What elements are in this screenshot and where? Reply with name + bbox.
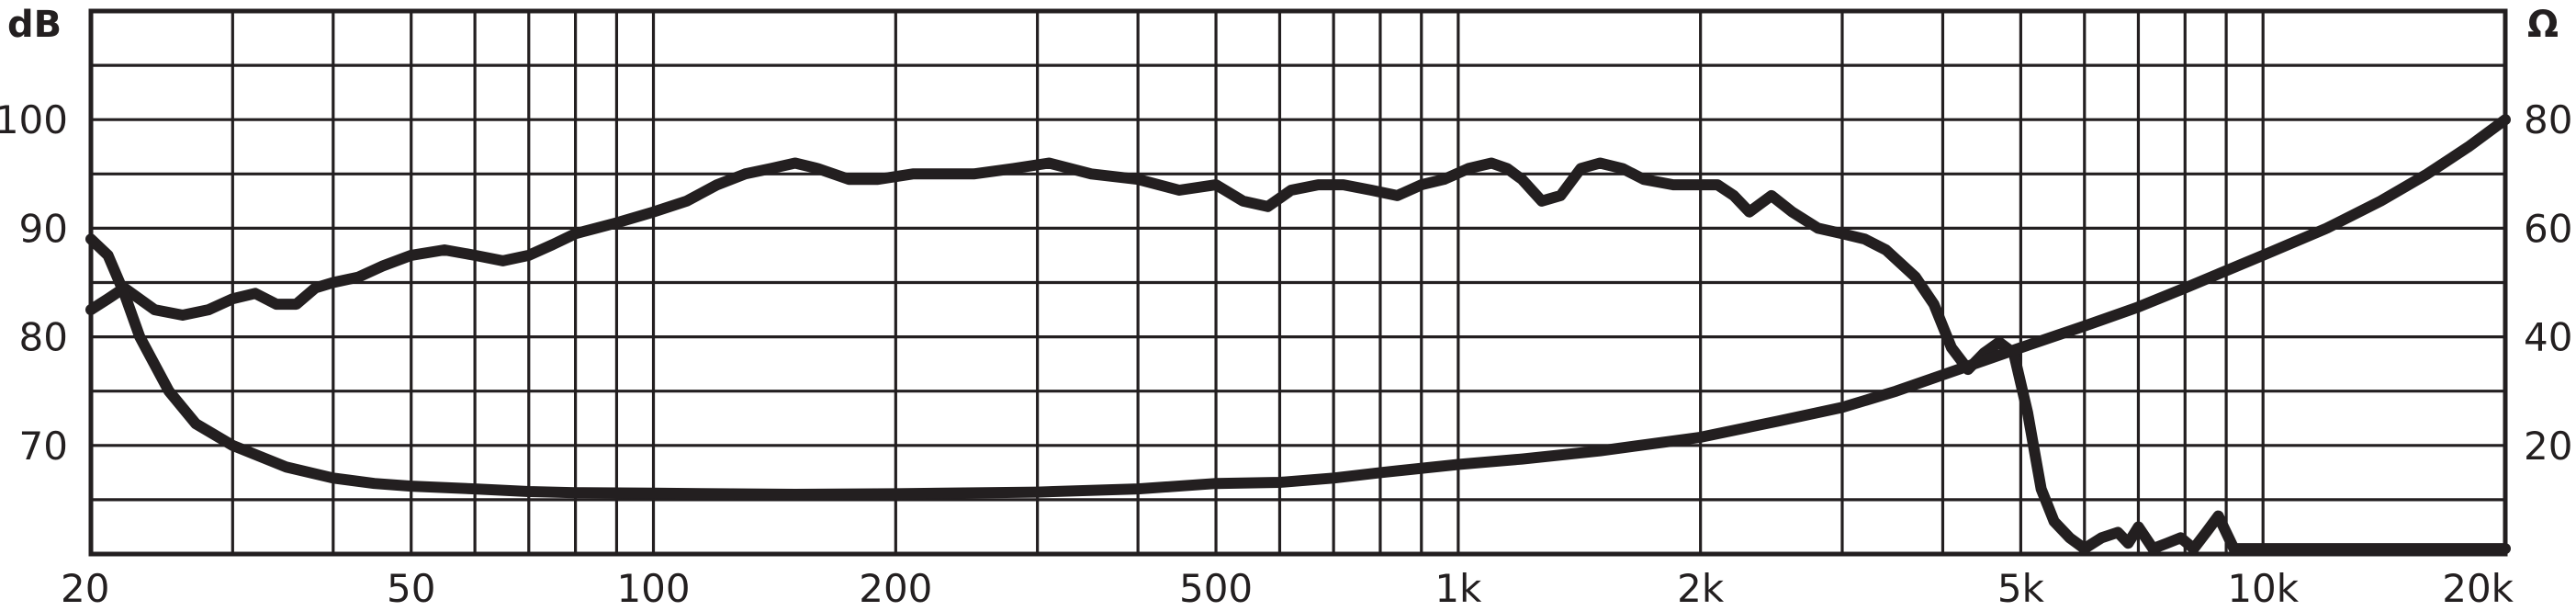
curves <box>85 114 2511 555</box>
x-tick-label: 10k <box>2227 566 2299 611</box>
x-tick-label: 50 <box>387 566 435 611</box>
y-tick-label: 70 <box>19 424 68 469</box>
plot-frame <box>88 8 2508 557</box>
x-tick-label: 5k <box>1997 566 2045 611</box>
x-tick-label: 200 <box>859 566 932 611</box>
y-tick-label: 90 <box>19 206 68 251</box>
impedance-curve <box>85 114 2511 500</box>
y2-tick-label: 40 <box>2524 315 2572 360</box>
spl-response-curve <box>85 157 2511 555</box>
y2-tick-label: 60 <box>2524 206 2572 251</box>
x-tick-label: 20k <box>2442 566 2514 611</box>
y-tick-label: 100 <box>0 97 68 142</box>
x-tick-label: 100 <box>616 566 690 611</box>
y2-tick-label: 80 <box>2524 97 2572 142</box>
grid-lines <box>91 11 2505 554</box>
y-tick-label: 80 <box>19 315 68 360</box>
x-tick-label: 2k <box>1677 566 1725 611</box>
x-tick-label: 500 <box>1179 566 1253 611</box>
y2-axis-unit-label: Ω <box>2527 4 2559 46</box>
x-tick-label: 1k <box>1434 566 1482 611</box>
axis-labels: dB Ω 20 50 100 200 500 1k 2k 5k 10k 20k 70 80 90 100 2… <box>0 4 2572 611</box>
y2-tick-label: 20 <box>2524 424 2572 469</box>
x-tick-label: 20 <box>61 566 109 611</box>
y-axis-unit-label: dB <box>7 4 62 46</box>
